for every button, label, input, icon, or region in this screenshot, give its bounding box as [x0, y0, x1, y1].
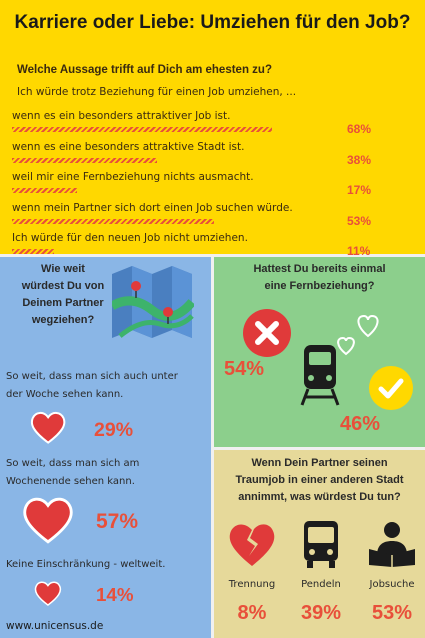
option-line: So weit, dass man sich am — [6, 458, 140, 469]
bar — [12, 218, 214, 224]
heading-line: würdest Du von — [21, 280, 105, 293]
panel-divider-horizontal — [214, 447, 425, 450]
check-icon — [369, 366, 413, 410]
heading-line: wegziehen? — [31, 314, 95, 327]
panel-divider — [211, 257, 214, 638]
hearts-icon — [337, 314, 379, 356]
option-line: der Woche sehen kann. — [6, 389, 124, 400]
heading-line: Traumjob in einer anderen Stadt — [235, 474, 404, 487]
cross-icon — [243, 309, 291, 357]
heading-line: Deinem Partner — [22, 297, 104, 310]
bar — [12, 188, 77, 193]
job-search-icon — [369, 522, 415, 567]
distance-heading: Wie weit würdest Du von Deinem Partner w… — [8, 261, 118, 329]
bar-label: Ich würde für den neuen Job nicht umzieh… — [12, 232, 248, 244]
survey-subquestion: Ich würde trotz Beziehung für einen Job … — [17, 86, 297, 98]
heading-line: Wie weit — [41, 263, 85, 275]
distance-option-3-label: Keine Einschränkung - weltweit. — [6, 559, 166, 570]
bar-label: wenn es ein besonders attraktiver Job is… — [12, 110, 231, 122]
bus-icon — [304, 521, 338, 568]
bar-value-label: 53% — [347, 213, 372, 228]
broken-heart-icon — [229, 524, 275, 566]
statement-bar-chart: wenn es ein besonders attraktiver Job is… — [0, 0, 425, 258]
train-icon — [300, 345, 340, 406]
bar-value-label: 11% — [347, 244, 371, 258]
bar — [12, 157, 157, 163]
distance-option-1-label: So weit, dass man sich auch unter der Wo… — [6, 368, 178, 404]
bar-value-label: 17% — [347, 183, 372, 197]
option-line: So weit, dass man sich auch unter — [6, 371, 178, 382]
bar-label: weil mir eine Fernbeziehung nichts ausma… — [12, 171, 254, 183]
heading-line: eine Fernbeziehung? — [264, 280, 375, 293]
bar-label: wenn mein Partner sich dort einen Job su… — [12, 201, 293, 214]
long-distance-heading: Hattest Du bereits einmal eine Fernbezie… — [214, 261, 425, 295]
partner-job-heading: Wenn Dein Partner seinen Traumjob in ein… — [214, 455, 425, 506]
bar — [12, 249, 54, 254]
map-icon — [112, 266, 194, 338]
bar-value-label: 38% — [347, 152, 372, 167]
bar — [12, 127, 272, 132]
heading-line: Wenn Dein Partner seinen — [251, 457, 388, 469]
distance-option-2-label: So weit, dass man sich am Wochenende seh… — [6, 455, 139, 491]
heading-line: annimmt, was würdest Du tun? — [238, 491, 401, 504]
bar-value-label: 68% — [347, 122, 372, 136]
option-line: Wochenende sehen kann. — [6, 476, 135, 487]
page-title: Karriere oder Liebe: Umziehen für den Jo… — [14, 12, 411, 33]
heading-line: Hattest Du bereits einmal — [253, 263, 386, 275]
survey-question: Welche Aussage trifft auf Dich am eheste… — [17, 64, 272, 76]
bar-label: wenn es eine besonders attraktive Stadt … — [12, 140, 245, 153]
footer-url: www.unicensus.de — [6, 620, 104, 632]
